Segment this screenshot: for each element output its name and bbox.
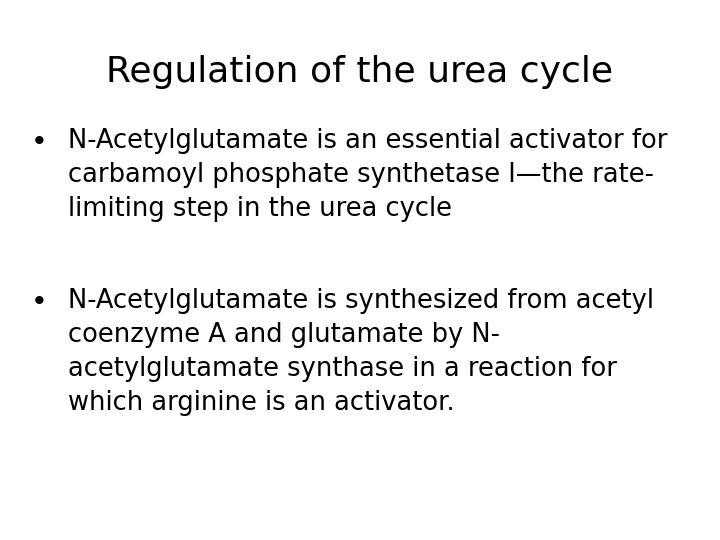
Text: N-Acetylglutamate is synthesized from acetyl
coenzyme A and glutamate by N-
acet: N-Acetylglutamate is synthesized from ac…	[68, 288, 654, 416]
Text: N-Acetylglutamate is an essential activator for
carbamoyl phosphate synthetase I: N-Acetylglutamate is an essential activa…	[68, 128, 668, 222]
Text: •: •	[31, 288, 48, 316]
Text: Regulation of the urea cycle: Regulation of the urea cycle	[107, 55, 613, 89]
Text: •: •	[31, 128, 48, 156]
